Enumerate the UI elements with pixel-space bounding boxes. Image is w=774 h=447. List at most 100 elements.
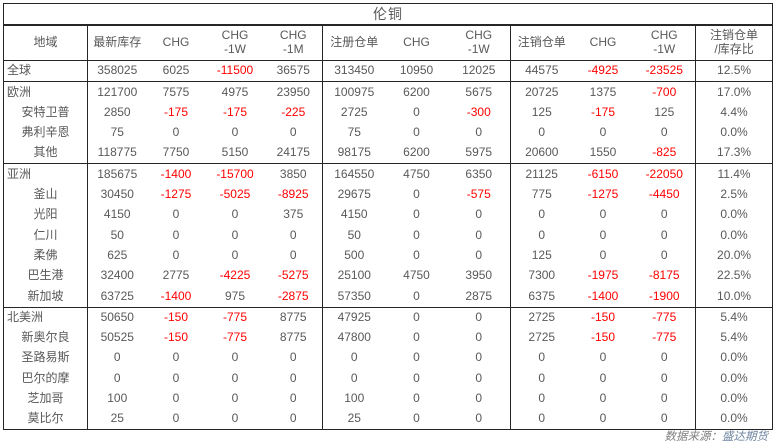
value-cell: 3850 [264, 163, 323, 185]
value-cell: 63725 [87, 286, 147, 308]
value-cell: -825 [652, 145, 677, 160]
value-cell: 47800 [322, 327, 386, 349]
value-cell: 10950 [399, 63, 434, 78]
value-cell: 7300 [510, 265, 573, 287]
table-row: 莫比尔 25 0 0 0 25 0 0 0 0 0 0.0% [4, 409, 773, 430]
table-row: 安特卫普 2850 -175 -175 -225 2725 0 -300 125 -175 125 4… [4, 102, 773, 123]
value-cell: 0 [231, 391, 239, 405]
value-cell: 0 [289, 370, 297, 385]
value-cell: -1400 [160, 288, 192, 303]
value-cell: -4925 [587, 63, 619, 78]
value-cell: 6375 [510, 286, 573, 308]
value-cell: 313450 [322, 60, 386, 82]
value-cell: 0 [413, 370, 420, 385]
value-cell: 0 [599, 207, 607, 222]
region-cell: 弗利辛恩 [21, 125, 70, 140]
value-cell: 0 [599, 125, 607, 140]
column-header-label: CHG [162, 35, 190, 50]
table-row: 圣路易斯 0 0 0 0 0 0 0 0 0 0 0.0% [4, 348, 773, 369]
value-cell: 47925 [322, 306, 386, 328]
value-cell: 0 [413, 391, 420, 405]
value-cell: 375 [283, 207, 304, 222]
value-cell: 0 [413, 350, 420, 365]
value-cell: 6350 [447, 163, 511, 185]
value-cell: -1400 [587, 288, 619, 303]
value-cell: -150 [146, 306, 206, 328]
value-cell: -22050 [633, 163, 696, 185]
value-cell: 0 [599, 370, 607, 385]
value-cell: 2850 [87, 102, 147, 123]
value-cell: -1275 [587, 187, 619, 202]
value-cell: 36575 [276, 63, 310, 78]
value-cell: 0 [322, 368, 386, 389]
value-cell: 30450 [87, 184, 147, 206]
value-cell: 0 [413, 207, 420, 222]
value-cell: 0 [475, 391, 483, 405]
value-cell: -2875 [277, 288, 309, 303]
value-cell: 975 [224, 288, 246, 303]
value-cell: 2725 [322, 102, 386, 123]
value-cell: 0 [475, 247, 483, 262]
value-cell: 25 [87, 409, 147, 430]
value-cell: 25100 [322, 265, 386, 287]
column-header: CHG -1M [264, 25, 323, 61]
value-cell: 0.0% [694, 368, 773, 389]
value-cell: 0.0% [694, 348, 773, 369]
table-row: 光阳 4150 0 0 375 4150 0 0 0 0 0 0.0% [4, 205, 773, 226]
value-cell: -775 [633, 306, 696, 328]
value-cell: 0 [172, 125, 180, 140]
column-header: CHG -1W [447, 25, 511, 61]
column-header: CHG [572, 25, 634, 61]
value-cell: 0 [660, 247, 668, 262]
value-cell: 0.0% [694, 225, 773, 246]
value-cell: 12025 [462, 63, 496, 78]
value-cell: 6025 [162, 63, 190, 78]
value-cell: 0 [510, 225, 573, 246]
value-cell: 0 [172, 370, 180, 385]
region-cell: 新奥尔良 [21, 330, 70, 345]
region-cell: 釜山 [33, 187, 58, 202]
value-cell: 0 [289, 227, 297, 242]
value-cell: 7750 [162, 145, 190, 160]
title-row: 伦铜 [3, 3, 773, 26]
value-cell: -700 [633, 81, 696, 103]
region-cell: 北美洲 [3, 306, 88, 328]
value-cell: 4.4% [694, 102, 773, 123]
value-cell: -575 [466, 187, 491, 202]
value-cell: 0 [289, 391, 297, 405]
value-cell: 4975 [205, 81, 265, 103]
value-cell: 22.5% [694, 265, 773, 287]
value-cell: 0 [172, 247, 180, 262]
value-cell: 0 [289, 247, 297, 262]
value-cell: 0 [660, 125, 668, 140]
value-cell: 0 [475, 370, 483, 385]
value-cell: -15700 [205, 163, 265, 185]
value-cell: 0 [660, 370, 668, 385]
value-cell: -175 [222, 104, 248, 119]
table-row: 仁川 50 0 0 0 50 0 0 0 0 0 0.0% [4, 225, 773, 246]
value-cell: -150 [572, 306, 634, 328]
table-row: 柔佛 625 0 0 0 500 0 0 125 0 0 20.0% [4, 245, 773, 266]
value-cell: 775 [510, 184, 573, 206]
value-cell: -4225 [219, 268, 251, 283]
value-cell: 0.0% [694, 409, 773, 430]
value-cell: 0 [172, 391, 180, 405]
column-header: CHG [385, 25, 448, 61]
region-cell: 亚洲 [3, 163, 88, 185]
value-cell: 0 [413, 187, 420, 202]
value-cell: 57350 [322, 286, 386, 308]
value-cell: -150 [590, 330, 616, 345]
value-cell: 24175 [276, 145, 310, 160]
table-row: 釜山 30450 -1275 -5025 -8925 29675 0 -575 775 -1275… [4, 184, 773, 206]
value-cell: 0 [510, 205, 573, 226]
table-row: 芝加哥 100 0 0 0 100 0 0 0 0 0 0.0% [4, 388, 773, 410]
value-cell: 0 [599, 227, 607, 242]
value-cell: 4150 [322, 205, 386, 226]
value-cell: 0 [510, 388, 573, 410]
value-cell: 0 [447, 306, 511, 328]
region-cell: 莫比尔 [27, 411, 64, 426]
value-cell: 2875 [465, 288, 493, 303]
value-cell: 0 [475, 330, 483, 345]
value-cell: -1975 [587, 268, 619, 283]
column-header-label: CHG [279, 28, 307, 43]
